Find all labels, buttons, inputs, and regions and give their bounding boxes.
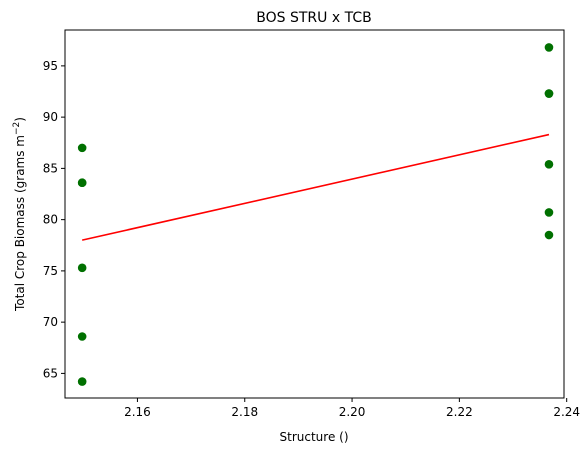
data-point	[77, 332, 87, 341]
data-point	[77, 377, 87, 386]
y-axis-label-superscript: −2	[12, 122, 22, 135]
data-point	[544, 89, 554, 98]
y-tick-label: 70	[43, 315, 58, 329]
x-tick-label: 2.18	[231, 405, 258, 419]
regression-line	[81, 133, 550, 241]
x-tick-label: 2.16	[124, 405, 151, 419]
y-tick-label: 65	[43, 366, 58, 380]
data-point	[544, 159, 554, 169]
axes-frame	[64, 29, 565, 399]
y-axis-label-main: Total Crop Biomass (grams m	[13, 135, 27, 312]
data-point	[77, 263, 87, 273]
y-tick-label: 75	[43, 264, 58, 278]
x-axis-label: Structure ()	[280, 430, 349, 444]
y-axis-label: Total Crop Biomass (grams m−2)	[12, 117, 27, 312]
y-tick-label: 95	[43, 59, 58, 73]
y-tick-label: 85	[43, 161, 58, 175]
x-axis: 2.16 2.18 2.20 2.22 2.24	[124, 398, 580, 419]
y-tick-label: 90	[43, 110, 58, 124]
y-axis: 65 70 75 80 85 90 95	[43, 59, 65, 380]
y-axis-label-close: )	[13, 117, 27, 122]
data-point	[544, 43, 554, 52]
x-tick-label: 2.24	[553, 405, 580, 419]
data-point	[77, 178, 87, 188]
chart-title: BOS STRU x TCB	[256, 10, 371, 26]
y-tick-label: 80	[43, 213, 58, 227]
x-tick-label: 2.22	[446, 405, 473, 419]
data-point	[77, 143, 87, 153]
x-tick-label: 2.20	[339, 405, 366, 419]
plot-area	[77, 43, 554, 386]
data-point	[544, 208, 554, 217]
data-point	[544, 230, 554, 240]
